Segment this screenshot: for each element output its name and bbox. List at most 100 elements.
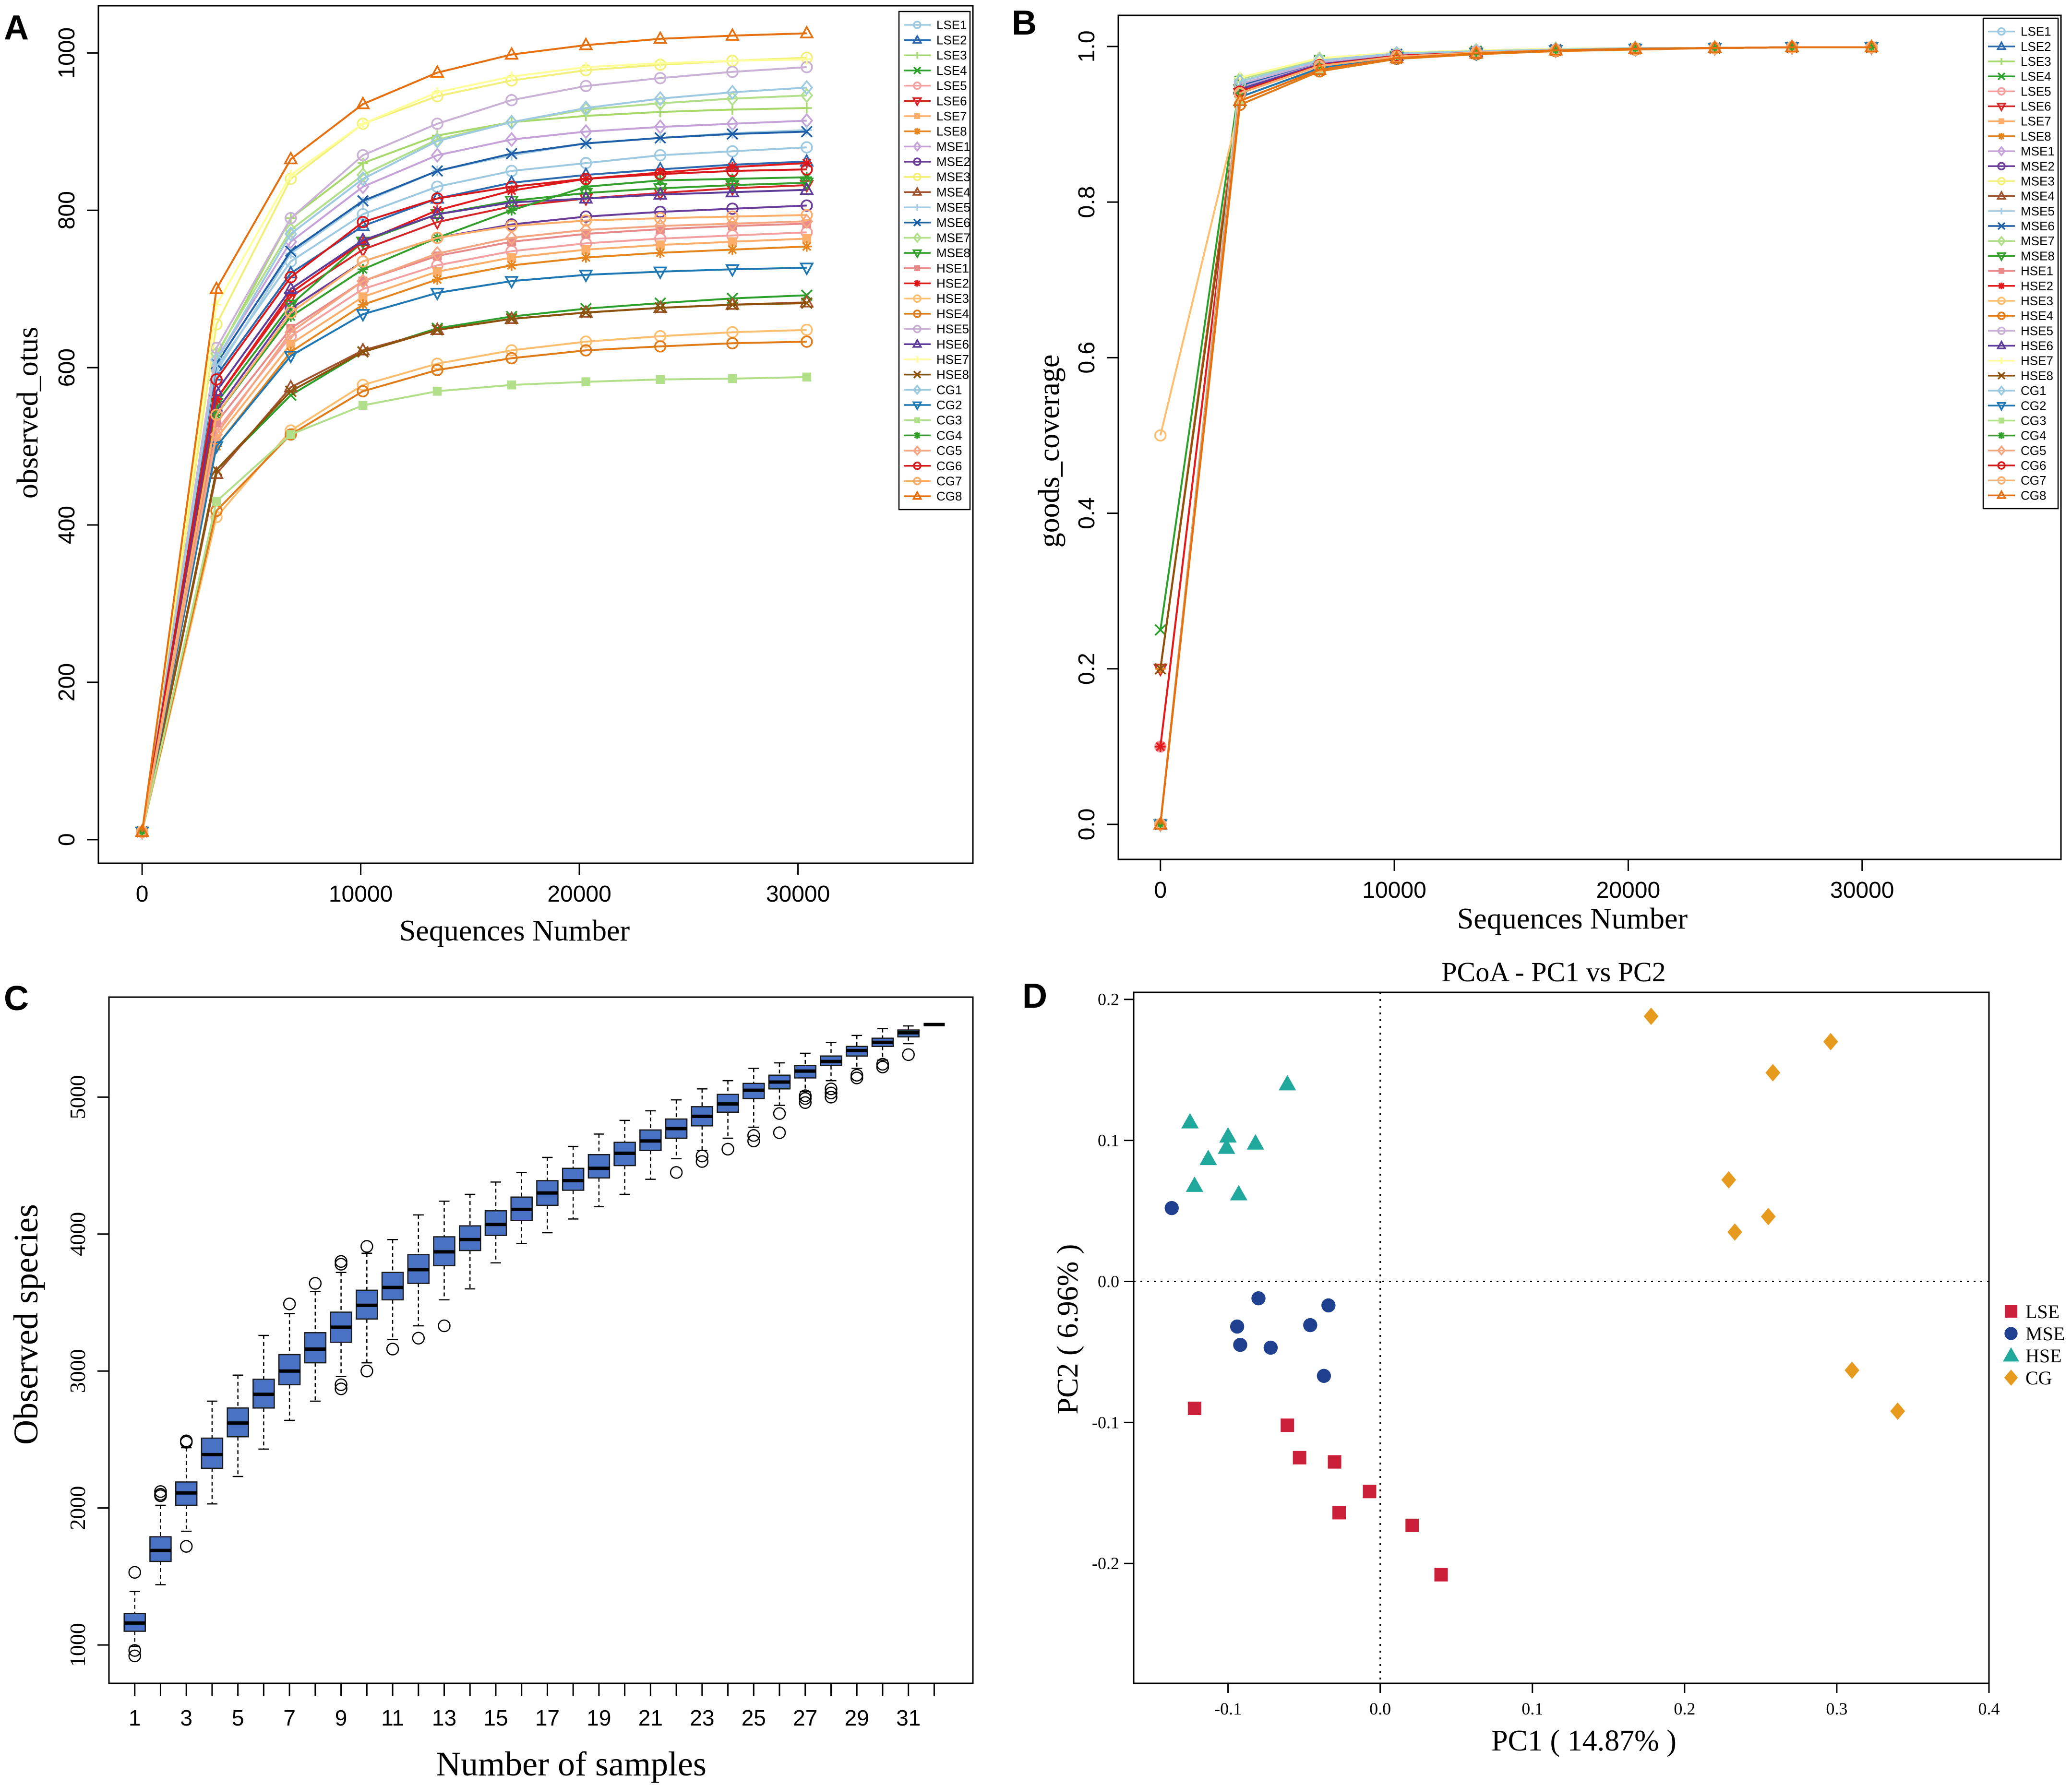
- data-point-cg5: [579, 222, 593, 238]
- legend-entry-lse4: LSE4: [1988, 69, 2051, 83]
- legend-label: HSE2: [2021, 279, 2053, 293]
- legend-label: HSE7: [2021, 354, 2053, 368]
- legend-label: LSE2: [2021, 39, 2051, 54]
- data-point-hse6: [283, 281, 298, 294]
- data-point-cg4: [506, 205, 517, 216]
- panel-label-a: A: [4, 9, 29, 47]
- series-line-cg8: [141, 32, 807, 832]
- outlier-point: [825, 1091, 838, 1104]
- panel-d: D PCoA - PC1 vs PC2 -0.1 0.0 0.1 0.2 0.3 0.4 0…: [1022, 956, 2065, 1757]
- legend-entry-hse4: HSE4: [1988, 309, 2053, 323]
- legend-entry-lse2: LSE2: [1988, 39, 2051, 54]
- scatter-point-cg: [1721, 1171, 1737, 1189]
- data-point-lse3: [801, 103, 812, 114]
- data-point-cg3: [432, 387, 442, 396]
- data-point-hse3: [505, 344, 518, 357]
- x-tick-label: 9: [335, 1705, 347, 1730]
- data-point-hse4: [505, 352, 518, 365]
- legend-marker: [914, 356, 921, 363]
- data-point-hse5: [505, 94, 518, 107]
- data-point-cg6: [357, 216, 369, 228]
- legend-marker: [1997, 177, 2006, 186]
- legend-label: LSE1: [936, 18, 967, 32]
- outlier-point: [721, 1143, 734, 1156]
- legend-entry-lse8: LSE8: [904, 124, 967, 139]
- legend-marker: [912, 34, 922, 44]
- data-point-cg6: [431, 192, 443, 205]
- legend-marker: [1997, 162, 2006, 171]
- series-line-lse4: [141, 294, 807, 832]
- data-point-cg2: [725, 264, 740, 278]
- legend-entry-cg2: CG2: [1988, 398, 2046, 413]
- outlier-point: [154, 1485, 167, 1498]
- boxplot-6: [252, 1334, 275, 1450]
- data-point-cg8: [1548, 42, 1563, 56]
- data-point-cg5: [356, 273, 370, 289]
- chart-title-d: PCoA - PC1 vs PC2: [1441, 956, 1665, 988]
- data-point-hse2: [506, 185, 517, 196]
- data-point-hse7: [432, 87, 443, 98]
- legend-marker: [914, 204, 921, 211]
- outlier-point: [825, 1082, 838, 1095]
- boxplot-29: [845, 1035, 868, 1084]
- data-point-lse4: [1154, 624, 1166, 636]
- legend-label: HSE5: [936, 322, 969, 336]
- legend-marker: [1997, 236, 2006, 247]
- legend-marker: [913, 370, 922, 379]
- legend-label: LSE6: [2021, 99, 2051, 114]
- legend-marker: [1996, 402, 2007, 412]
- outlier-point: [335, 1382, 347, 1395]
- series-line-hse1: [141, 223, 807, 832]
- scatter-point-hse: [1186, 1176, 1204, 1192]
- data-point-cg3: [802, 372, 812, 382]
- y-axis-label-d: PC2 ( 6.96% ): [1052, 1244, 1084, 1415]
- series-line-lse1: [141, 146, 807, 832]
- outlier-point: [670, 1166, 683, 1179]
- series-line-mse6: [141, 131, 807, 832]
- legend-label: CG: [2025, 1367, 2052, 1389]
- data-point-hse4: [801, 335, 813, 348]
- series-line-lse3: [141, 107, 807, 832]
- legend-entry-cg1: CG1: [904, 382, 962, 397]
- legend-marker: [912, 97, 922, 107]
- data-point-cg8: [578, 37, 593, 50]
- legend-entry-lse5: LSE5: [1988, 84, 2051, 98]
- legend-marker: [914, 52, 921, 59]
- legend-marker: [912, 445, 922, 456]
- legend-marker: [914, 280, 921, 287]
- legend-marker: [914, 432, 921, 439]
- data-point-hse8: [654, 302, 666, 314]
- data-point-cg5: [1154, 817, 1167, 832]
- series-line-hse8: [141, 302, 807, 832]
- data-point-cg2: [653, 266, 668, 280]
- legend-marker: [912, 401, 922, 411]
- legend-label: LSE4: [936, 63, 967, 78]
- outlier-point: [128, 1566, 141, 1579]
- data-point-cg5: [431, 246, 444, 262]
- legend-entry-cg6: CG6: [1988, 458, 2046, 473]
- data-point-hse7: [801, 54, 812, 65]
- data-point-hse3: [431, 357, 443, 370]
- legend-entry-lse5: LSE5: [904, 79, 967, 93]
- data-point-cg7: [285, 306, 297, 319]
- data-point-cg8: [1864, 39, 1879, 53]
- x-tick-label: 0: [1154, 878, 1167, 903]
- outlier-point: [773, 1107, 786, 1120]
- legend-label: LSE2: [936, 33, 967, 48]
- data-point-cg8: [653, 31, 668, 44]
- data-point-cg3: [581, 377, 591, 386]
- x-axis-label-a: Sequences Number: [399, 915, 630, 947]
- legend-marker: [913, 157, 922, 166]
- legend-marker: [912, 384, 922, 395]
- boxplot-18: [562, 1145, 585, 1220]
- y-tick-label: 1.0: [1074, 30, 1100, 62]
- data-point-cg7: [357, 255, 369, 268]
- legend-label: LSE8: [2021, 129, 2051, 143]
- outlier-point: [695, 1155, 709, 1168]
- boxplot-4: [201, 1400, 224, 1505]
- legend-entry-lse1: LSE1: [904, 18, 967, 32]
- legend-marker: [1998, 58, 2005, 65]
- data-point-cg8: [1707, 40, 1722, 53]
- legend-entry-hse: HSE: [2003, 1345, 2062, 1367]
- data-point-cg7: [726, 210, 739, 223]
